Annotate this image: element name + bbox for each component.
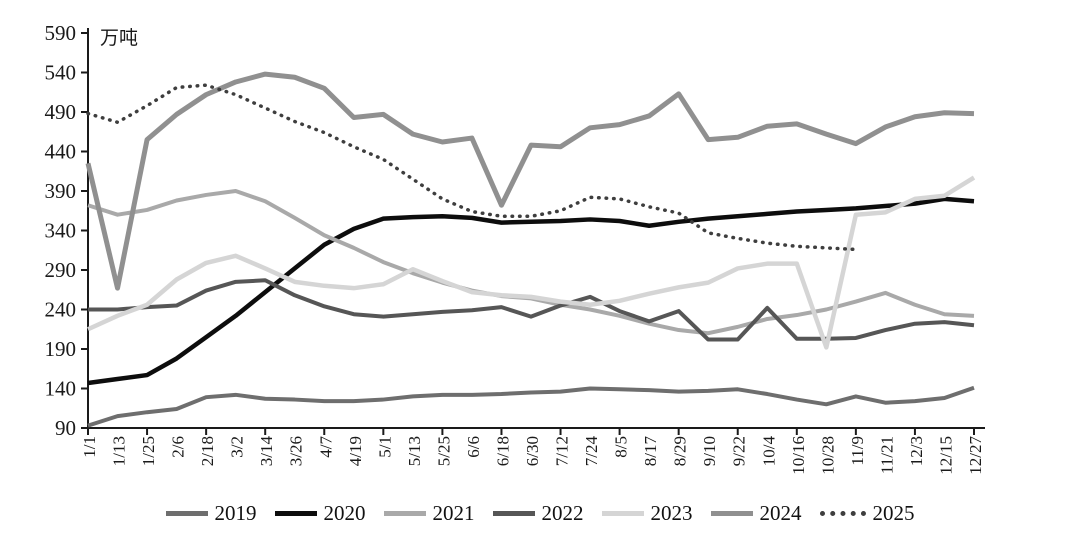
legend-label: 2022 [541,501,584,525]
legend-item-2022: 2022 [492,501,584,526]
series-line-2024 [85,71,975,291]
chart-legend: 2019 2020 2021 2022 2023 2024 2025 [0,501,1080,526]
x-axis-label: 4/7 [316,436,335,458]
x-axis-label: 6/30 [523,436,542,466]
series-line-2021 [87,189,975,336]
legend-item-2023: 2023 [601,501,693,526]
legend-label: 2023 [650,501,693,525]
series-line-2023 [87,175,976,350]
legend-swatch-2019 [165,511,208,516]
legend-item-2021: 2021 [383,501,475,526]
x-axis-label: 11/9 [848,436,867,466]
x-axis-label: 8/29 [671,436,690,466]
chart-series [85,71,976,428]
legend-swatch-2021 [383,511,426,516]
y-axis-label: 240 [45,298,77,322]
legend-swatch-2025 [819,511,866,516]
y-axis-label: 190 [45,337,77,361]
x-axis-label: 3/14 [257,436,276,467]
legend-swatch-2024 [710,511,753,516]
legend-label: 2024 [759,501,802,525]
series-line-2025 [86,83,858,252]
legend-label: 2019 [214,501,257,525]
x-axis-label: 8/17 [641,436,660,467]
y-axis-label: 440 [45,140,77,164]
chart-axes: 590 540 490 440 390 340 290 240 190 140 901/1 1/13 1… [45,21,985,475]
y-axis-label: 390 [45,179,77,203]
x-axis-label: 2/18 [198,436,217,466]
x-axis-label: 5/1 [375,436,394,458]
x-axis-label: 10/28 [818,436,837,475]
x-axis-label: 3/26 [287,436,306,466]
x-axis-label: 10/4 [759,436,778,467]
x-axis-label: 8/5 [612,436,631,458]
x-axis-label: 1/25 [139,436,158,466]
legend-item-2024: 2024 [710,501,802,526]
legend-label: 2025 [872,501,915,525]
x-axis-label: 2/6 [169,436,188,458]
x-axis-label: 1/1 [80,436,99,458]
y-axis-label: 540 [45,61,77,85]
legend-item-2019: 2019 [165,501,257,526]
y-axis-label: 340 [45,219,77,243]
legend-swatch-2023 [601,511,644,516]
x-axis-label: 12/15 [936,436,955,475]
x-axis-label: 9/10 [700,436,719,466]
x-axis-label: 9/22 [730,436,749,466]
y-axis-label: 590 [45,21,77,45]
y-axis-label: 290 [45,258,77,282]
legend-label: 2020 [323,501,366,525]
legend-swatch-2022 [492,511,535,516]
legend-item-2020: 2020 [274,501,366,526]
series-line-2019 [87,385,975,428]
x-axis-label: 10/16 [789,436,808,475]
legend-item-2025: 2025 [819,501,915,526]
unit-label: 万吨 [100,27,138,49]
series-line-2020 [87,196,975,386]
x-axis-label: 5/25 [434,436,453,466]
x-axis-label: 6/18 [493,436,512,466]
y-axis-label: 140 [45,377,77,401]
x-axis-label: 11/21 [877,436,896,474]
x-axis-label: 3/2 [228,436,247,458]
x-axis-label: 7/12 [553,436,572,466]
x-axis-label: 4/19 [346,436,365,466]
x-axis-label: 6/6 [464,436,483,458]
x-axis-label: 7/24 [582,436,601,467]
x-axis-label: 12/3 [907,436,926,466]
y-axis-label: 90 [55,416,76,440]
legend-swatch-2020 [274,511,317,516]
legend-label: 2021 [432,501,475,525]
x-axis-label: 12/27 [966,436,985,475]
y-axis-label: 490 [45,100,77,124]
x-axis-label: 5/13 [405,436,424,466]
x-axis-label: 1/13 [110,436,129,466]
